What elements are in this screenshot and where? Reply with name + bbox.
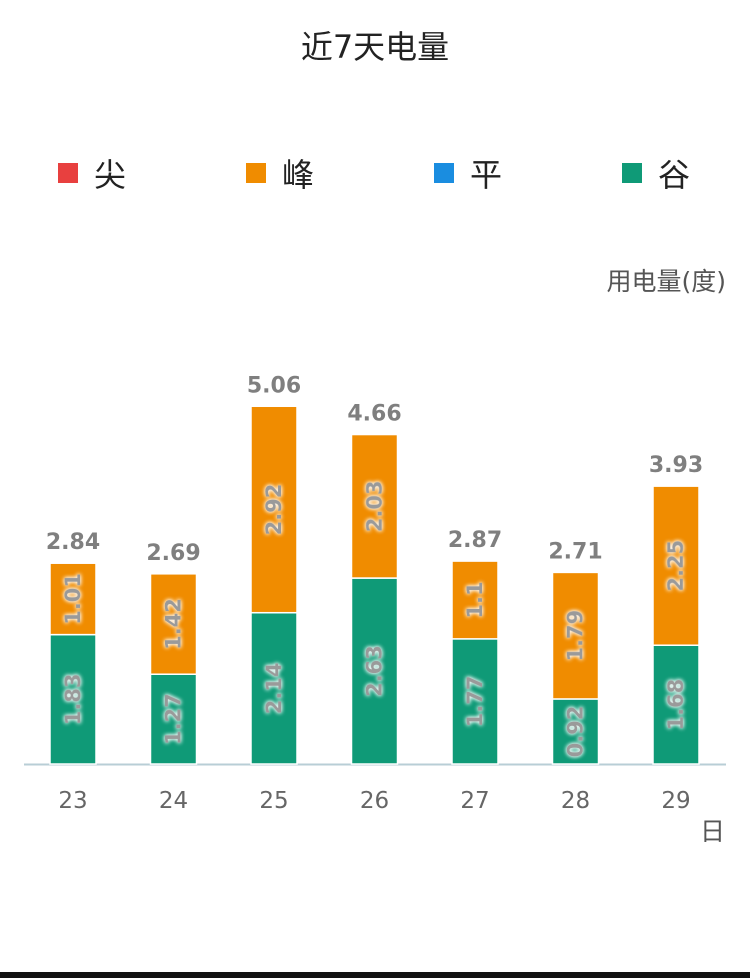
segment-value-label: 2.14 bbox=[262, 662, 286, 714]
bar-chart-plot: 1.83 1.01 2.84 23 1.27 1.42 2.69 24 2.14 2.92 5.06… bbox=[24, 373, 726, 814]
segment-value-label: 2.63 bbox=[363, 645, 387, 697]
segment-value-label: 1.68 bbox=[664, 679, 688, 731]
bar-stack[interactable]: 0.92 1.79 bbox=[551, 571, 600, 765]
legend-swatch-feng bbox=[246, 163, 266, 183]
segment-value-label: 0.92 bbox=[564, 706, 588, 758]
bar-segment-feng[interactable] bbox=[451, 560, 499, 640]
bar-segment-gu[interactable] bbox=[551, 698, 600, 765]
legend-item-jian[interactable]: 尖 bbox=[58, 150, 126, 196]
legend-item-feng[interactable]: 峰 bbox=[246, 150, 314, 196]
segment-value-label: 1.1 bbox=[463, 581, 487, 618]
bar-segment-gu[interactable] bbox=[652, 644, 700, 765]
segment-value-label: 1.77 bbox=[463, 676, 487, 728]
segment-value-label: 1.01 bbox=[61, 573, 85, 625]
bar-total-label: 2.84 bbox=[46, 530, 100, 555]
bar-total-label: 2.71 bbox=[548, 539, 602, 564]
segment-value-label: 1.42 bbox=[162, 598, 186, 650]
bar-segment-feng[interactable] bbox=[652, 485, 700, 646]
bar-stack[interactable]: 1.83 1.01 bbox=[49, 562, 97, 765]
chart-title: 近7天电量 bbox=[300, 28, 450, 66]
bar-total-label: 4.66 bbox=[347, 402, 401, 427]
x-tick-label: 24 bbox=[159, 788, 188, 814]
legend-label-gu: 谷 bbox=[658, 156, 691, 194]
segment-value-label: 1.83 bbox=[61, 673, 85, 725]
x-axis-label: 日 bbox=[700, 817, 726, 846]
x-tick-label: 29 bbox=[661, 788, 690, 814]
bar-stack[interactable]: 1.77 1.1 bbox=[451, 560, 499, 765]
bar-segment-gu[interactable] bbox=[350, 577, 399, 765]
x-tick-label: 28 bbox=[561, 788, 590, 814]
x-tick-label: 26 bbox=[360, 788, 389, 814]
x-tick-label: 25 bbox=[259, 788, 288, 814]
bar-segment-feng[interactable] bbox=[49, 562, 97, 636]
bar-stack[interactable]: 2.14 2.92 bbox=[250, 405, 298, 765]
segment-value-label: 2.92 bbox=[262, 484, 286, 536]
bar-segment-gu[interactable] bbox=[49, 633, 97, 765]
bar-stack[interactable]: 1.27 1.42 bbox=[149, 573, 198, 765]
legend-label-feng: 峰 bbox=[282, 156, 315, 194]
legend-swatch-jian bbox=[58, 163, 78, 183]
y-axis-label: 用电量(度) bbox=[606, 267, 726, 296]
bar-stack[interactable]: 2.63 2.03 bbox=[350, 433, 399, 765]
bar-total-label: 2.87 bbox=[448, 528, 502, 553]
bar-segment-feng[interactable] bbox=[551, 571, 600, 700]
legend-label-jian: 尖 bbox=[94, 156, 127, 194]
legend: 尖 峰 平 谷 bbox=[0, 150, 750, 194]
legend-item-gu[interactable]: 谷 bbox=[622, 150, 690, 196]
bottom-edge-bar bbox=[0, 972, 750, 978]
bar-segment-feng[interactable] bbox=[250, 405, 298, 614]
segment-value-label: 2.03 bbox=[363, 480, 387, 532]
legend-item-ping[interactable]: 平 bbox=[434, 150, 502, 196]
bar-stack[interactable]: 1.68 2.25 bbox=[652, 485, 700, 765]
legend-swatch-gu bbox=[622, 163, 642, 183]
x-tick-label: 23 bbox=[58, 788, 87, 814]
segment-value-label: 2.25 bbox=[664, 540, 688, 592]
bar-segment-feng[interactable] bbox=[149, 573, 198, 675]
x-tick-label: 27 bbox=[460, 788, 489, 814]
segment-value-label: 1.79 bbox=[564, 610, 588, 662]
bar-segment-feng[interactable] bbox=[350, 433, 399, 579]
bar-total-label: 5.06 bbox=[247, 373, 301, 398]
bar-total-label: 3.93 bbox=[649, 453, 703, 478]
legend-swatch-ping bbox=[434, 163, 454, 183]
bar-segment-gu[interactable] bbox=[149, 673, 198, 765]
legend-label-ping: 平 bbox=[470, 156, 503, 194]
bar-total-label: 2.69 bbox=[146, 541, 200, 566]
segment-value-label: 1.27 bbox=[162, 693, 186, 745]
